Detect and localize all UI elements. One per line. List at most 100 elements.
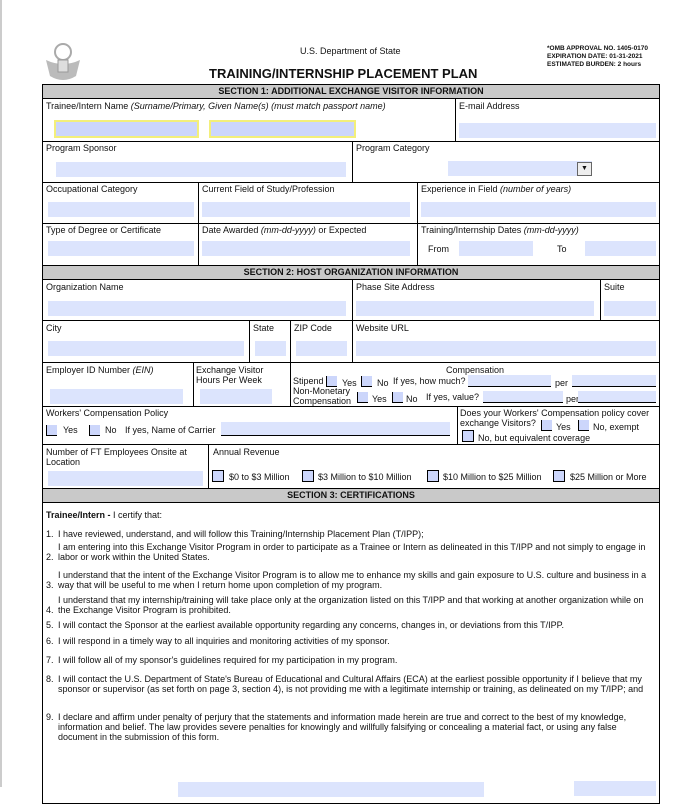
revenue-option: $10 Million to $25 Million [443, 472, 542, 482]
nonmon-no-checkbox[interactable] [392, 392, 403, 403]
program-sponsor-input[interactable] [56, 162, 346, 177]
degree-label: Type of Degree or Certificate [46, 225, 162, 235]
nonmon-value-input[interactable] [483, 391, 563, 403]
cert-item: 1. I have reviewed, understand, and will … [46, 529, 424, 539]
printed-name-input[interactable] [178, 782, 484, 797]
section1-header: SECTION 1: ADDITIONAL EXCHANGE VISITOR I… [42, 84, 660, 99]
wc-yes-checkbox[interactable] [46, 425, 57, 436]
current-field-label: Current Field of Study/Profession [202, 184, 335, 194]
yes-label: Yes [342, 378, 357, 388]
workers-comp-label: Workers' Compensation Policy [46, 408, 169, 418]
estimated-burden: ESTIMATED BURDEN: 2 hours [547, 61, 642, 68]
site-address-label: Phase Site Address [356, 282, 435, 292]
stipend-yes-checkbox[interactable] [326, 376, 337, 387]
hours-label-1: Exchange Visitor [196, 365, 264, 375]
compensation-sub-label: Compensation [293, 396, 352, 406]
stipend-period-input[interactable] [572, 375, 656, 387]
wc-cover-label: Does your Workers' Compensation policy c… [460, 408, 650, 418]
ein-input[interactable] [50, 389, 183, 404]
from-date-input[interactable] [459, 241, 533, 256]
expiration-date: EXPIRATION DATE: 01-31-2021 [547, 53, 643, 60]
experience-input[interactable] [421, 202, 656, 217]
no-label: No [105, 425, 117, 435]
ft-employees-label-2: Location [46, 457, 81, 467]
revenue-3-10-checkbox[interactable] [302, 470, 314, 482]
revenue-option: $25 Million or More [570, 472, 647, 482]
trainee-name-label: Trainee/Intern Name (Surname/Primary, Gi… [46, 101, 386, 111]
cover-yes-checkbox[interactable] [541, 420, 552, 431]
given-name-input[interactable] [209, 120, 356, 138]
suite-input[interactable] [604, 301, 656, 316]
annual-revenue-label: Annual Revenue [213, 447, 280, 457]
hours-input[interactable] [200, 389, 272, 404]
cert-item: 2. I am entering into this Exchange Visit… [46, 542, 646, 562]
stipend-no-checkbox[interactable] [361, 376, 372, 387]
per-label: per [555, 378, 569, 388]
to-date-input[interactable] [585, 241, 656, 256]
revenue-option: $0 to $3 Million [229, 472, 290, 482]
section3-header: SECTION 3: CERTIFICATIONS [42, 488, 660, 503]
cert-item: 4. I understand that my internship/traini… [46, 595, 644, 615]
cert-item: 3. I understand that the intent of the Ex… [46, 570, 647, 590]
nonmon-period-input[interactable] [578, 391, 656, 403]
section2-header: SECTION 2: HOST ORGANIZATION INFORMATION [42, 265, 660, 280]
org-name-label: Organization Name [46, 282, 124, 292]
occupational-category-label: Occupational Category [46, 184, 138, 194]
viewer-edge [0, 0, 2, 787]
zip-label: ZIP Code [294, 323, 332, 333]
cert-item: 9. I declare and affirm under penalty of … [46, 712, 627, 742]
date-awarded-input[interactable] [202, 241, 410, 256]
revenue-25-plus-checkbox[interactable] [553, 470, 565, 482]
training-dates-label: Training/Internship Dates (mm-dd-yyyy) [421, 225, 579, 235]
how-much-label: If yes, how much? [393, 376, 466, 386]
carrier-input[interactable] [221, 422, 450, 436]
no-label: No [406, 394, 418, 404]
surname-input[interactable] [54, 120, 199, 138]
city-input[interactable] [48, 341, 244, 356]
state-input[interactable] [255, 341, 286, 356]
cert-item: 7. I will follow all of my sponsor's guid… [46, 655, 398, 665]
website-label: Website URL [356, 323, 409, 333]
ft-employees-input[interactable] [48, 471, 203, 486]
hours-label-2: Hours Per Week [196, 375, 262, 385]
org-name-input[interactable] [48, 301, 346, 316]
degree-input[interactable] [48, 241, 194, 256]
website-input[interactable] [356, 341, 656, 356]
compensation-label: Compensation [446, 365, 505, 375]
site-address-input[interactable] [356, 301, 594, 316]
omb-number: *OMB APPROVAL NO. 1405-0170 [547, 45, 649, 52]
program-sponsor-label: Program Sponsor [46, 143, 117, 153]
non-monetary-label: Non-Monetary [293, 386, 351, 396]
cert-item: 8. I will contact the U.S. Department of … [46, 674, 644, 694]
stipend-amount-input[interactable] [468, 375, 551, 387]
to-label: To [557, 244, 567, 254]
date-awarded-label: Date Awarded (mm-dd-yyyy) or Expected [202, 225, 367, 235]
signature-date-input[interactable] [574, 781, 656, 796]
no-label: No [377, 378, 389, 388]
current-field-input[interactable] [202, 202, 410, 217]
revenue-option: $3 Million to $10 Million [318, 472, 412, 482]
wc-no-checkbox[interactable] [89, 425, 100, 436]
cover-no-exempt-checkbox[interactable] [578, 420, 589, 431]
no-equivalent-label: No, but equivalent coverage [478, 433, 591, 443]
cert-item: 5. I will contact the Sponsor at the earl… [46, 620, 564, 630]
city-label: City [46, 323, 62, 333]
stipend-label: Stipend [293, 376, 324, 386]
per-label: per [566, 394, 580, 404]
zip-input[interactable] [296, 341, 347, 356]
yes-label: Yes [372, 394, 387, 404]
revenue-0-3-checkbox[interactable] [212, 470, 224, 482]
email-input[interactable] [459, 123, 656, 138]
chevron-down-icon[interactable]: ▼ [577, 162, 592, 176]
revenue-10-25-checkbox[interactable] [427, 470, 439, 482]
program-category-select[interactable]: ▼ [448, 161, 592, 176]
wc-cover-label-2: exchange Visitors? [460, 418, 536, 428]
carrier-label: If yes, Name of Carrier [125, 425, 216, 435]
occupational-category-input[interactable] [48, 202, 194, 217]
from-label: From [428, 244, 449, 254]
state-label: State [253, 323, 275, 333]
yes-label: Yes [556, 422, 571, 432]
cover-equivalent-checkbox[interactable] [462, 430, 474, 442]
nonmon-yes-checkbox[interactable] [357, 392, 368, 403]
ein-label: Employer ID Number (EIN) [46, 365, 154, 375]
